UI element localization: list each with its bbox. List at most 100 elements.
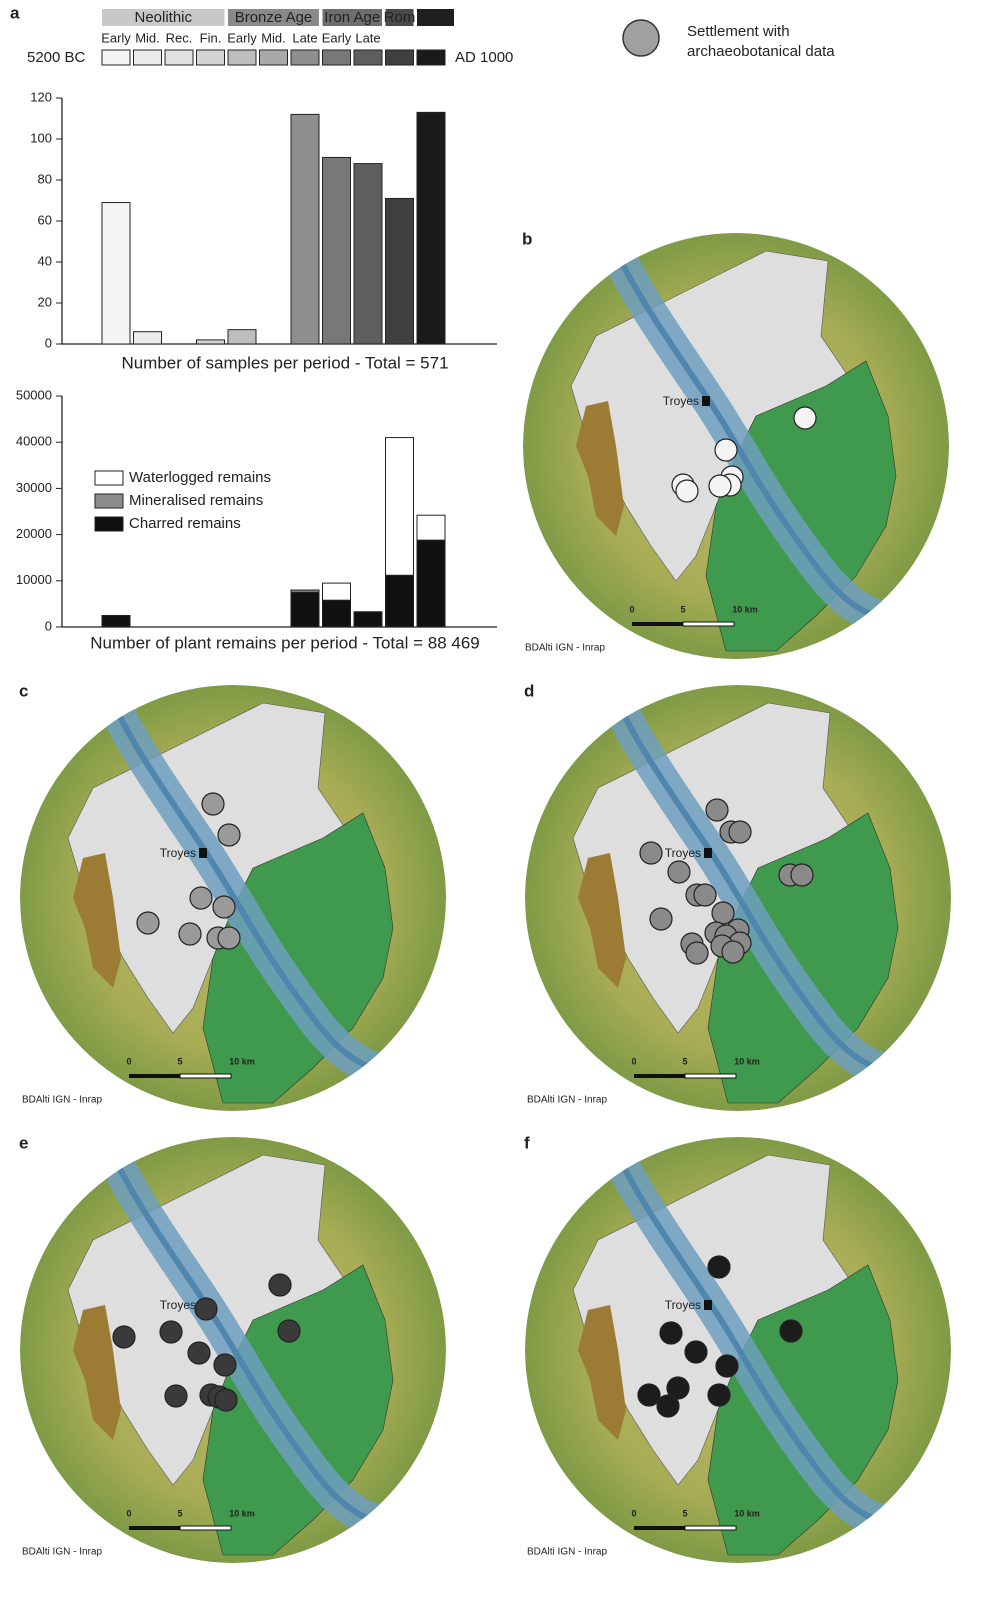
bar-segment	[417, 515, 445, 540]
map	[20, 683, 448, 1111]
scale-label: 10 km	[734, 1056, 760, 1066]
settlement	[722, 941, 744, 963]
y-tick-label: 20	[38, 294, 52, 309]
map	[20, 1135, 448, 1563]
scale-label: 10 km	[229, 1508, 255, 1518]
settlement	[794, 407, 816, 429]
settlement	[160, 1321, 182, 1343]
legend-label: Waterlogged remains	[129, 469, 271, 486]
period-label: Bronze Age	[235, 9, 313, 26]
timeline-box	[386, 50, 414, 65]
bar	[134, 332, 162, 344]
map-town-icon	[702, 396, 710, 406]
scale-black	[129, 1074, 180, 1078]
scale-label: 5	[682, 1508, 687, 1518]
map-attribution: BDAlti IGN - Inrap	[527, 1095, 607, 1106]
settlement	[686, 942, 708, 964]
scale-white	[685, 1074, 736, 1078]
subperiod-label: Late	[292, 30, 317, 45]
timeline-end: AD 1000	[455, 49, 513, 66]
subperiod-label: Late	[355, 30, 380, 45]
period-label: Neolithic	[134, 9, 192, 26]
panel-label: a	[10, 3, 20, 22]
y-tick-label: 100	[30, 130, 52, 145]
subperiod-label: Mid.	[135, 30, 160, 45]
settlement	[709, 475, 731, 497]
subperiod-label: Fin.	[200, 30, 222, 45]
bar-segment	[291, 592, 319, 627]
scale-label: 5	[682, 1056, 687, 1066]
y-tick-label: 0	[45, 618, 52, 633]
settlement	[218, 824, 240, 846]
settlement	[791, 864, 813, 886]
timeline-box	[197, 50, 225, 65]
map-place: Troyes	[665, 1298, 701, 1312]
period-label: Rom	[384, 9, 416, 26]
bar-segment	[386, 575, 414, 627]
legend-label: Mineralised remains	[129, 492, 263, 509]
scale-label: 0	[631, 1508, 636, 1518]
legend-swatch	[95, 517, 123, 531]
settlement	[638, 1384, 660, 1406]
y-tick-label: 60	[38, 212, 52, 227]
map-panel-label: d	[524, 681, 534, 700]
scale-label: 10 km	[732, 604, 758, 614]
bar	[197, 340, 225, 344]
scale-black	[634, 1526, 685, 1530]
y-tick-label: 120	[30, 89, 52, 104]
legend-text: Settlement with	[687, 23, 790, 40]
bar	[417, 112, 445, 344]
subperiod-label: Early	[227, 30, 257, 45]
subperiod-label: Early	[322, 30, 352, 45]
map	[525, 1135, 953, 1563]
timeline-box	[228, 50, 256, 65]
y-tick-label: 50000	[16, 387, 52, 402]
scale-white	[685, 1526, 736, 1530]
y-tick-label: 30000	[16, 480, 52, 495]
timeline-box	[102, 50, 130, 65]
map-attribution: BDAlti IGN - Inrap	[525, 643, 605, 654]
scale-white	[683, 622, 734, 626]
settlement	[706, 799, 728, 821]
timeline-box	[134, 50, 162, 65]
legend-label: Charred remains	[129, 515, 241, 532]
bar-segment	[354, 612, 382, 627]
y-tick-label: 40	[38, 253, 52, 268]
settlement	[708, 1256, 730, 1278]
bar-segment	[291, 590, 319, 592]
y-tick-label: 20000	[16, 526, 52, 541]
legend-swatch	[95, 494, 123, 508]
settlement	[215, 1389, 237, 1411]
scale-label: 0	[629, 604, 634, 614]
bar	[291, 114, 319, 344]
bar-segment	[323, 600, 351, 627]
scale-label: 0	[631, 1056, 636, 1066]
settlement	[657, 1395, 679, 1417]
chart-title: Number of samples per period - Total = 5…	[121, 353, 448, 372]
map-town-icon	[199, 848, 207, 858]
settlement	[137, 912, 159, 934]
settlement	[202, 793, 224, 815]
timeline-box	[165, 50, 193, 65]
settlement	[729, 821, 751, 843]
y-tick-label: 0	[45, 335, 52, 350]
chart-title: Number of plant remains per period - Tot…	[90, 633, 480, 652]
settlement	[278, 1320, 300, 1342]
settlement	[708, 1384, 730, 1406]
period-label: EMA	[419, 9, 452, 26]
scale-white	[180, 1526, 231, 1530]
timeline-box	[323, 50, 351, 65]
settlement	[715, 439, 737, 461]
map-town-icon	[704, 1300, 712, 1310]
y-tick-label: 80	[38, 171, 52, 186]
subperiod-label: Early	[101, 30, 131, 45]
bar-segment	[102, 615, 130, 627]
map-panel-label: f	[524, 1133, 530, 1152]
settlement	[214, 1354, 236, 1376]
bar	[323, 157, 351, 344]
settlement	[165, 1385, 187, 1407]
settlement	[269, 1274, 291, 1296]
map-panel-label: e	[19, 1133, 28, 1152]
bar-segment	[323, 583, 351, 600]
scale-black	[634, 1074, 685, 1078]
